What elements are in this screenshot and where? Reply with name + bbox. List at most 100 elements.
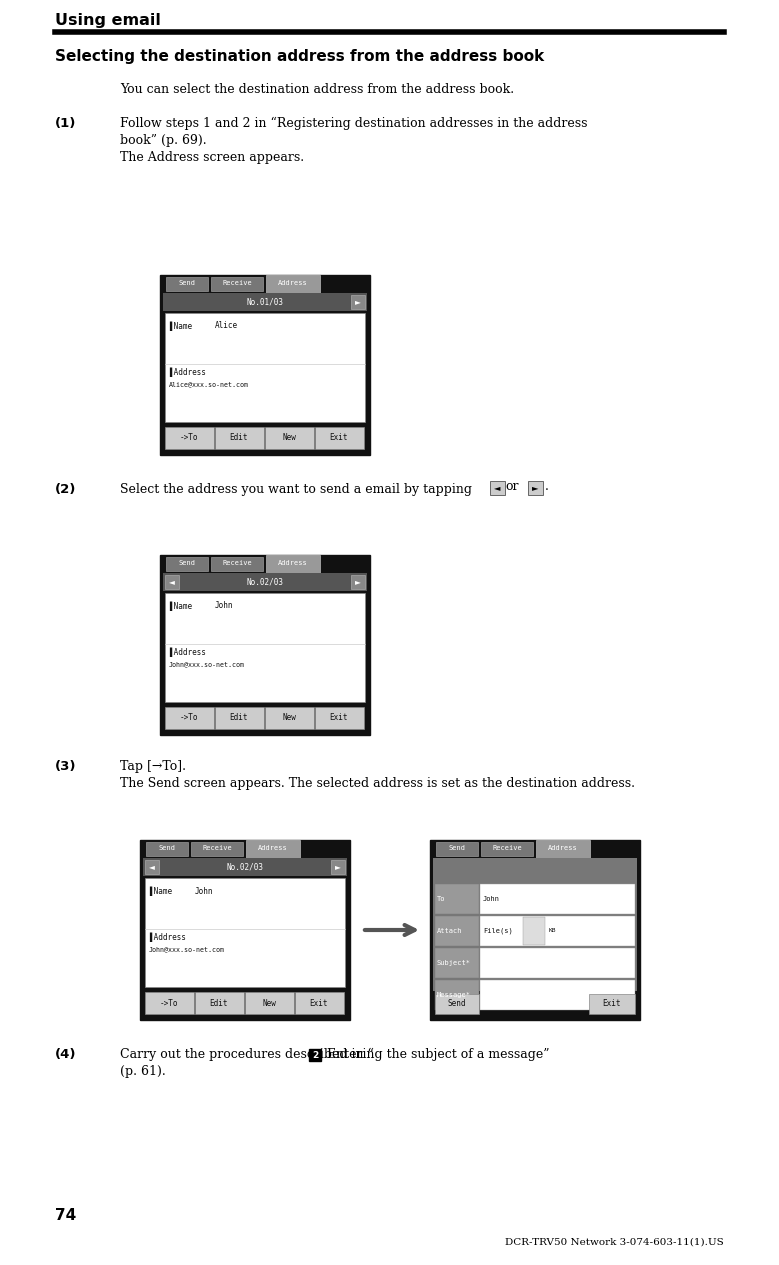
Text: Receive: Receive [222,560,252,565]
Bar [165,428,214,449]
Text: Send: Send [448,999,467,1008]
Bar [589,994,635,1015]
Bar [295,992,344,1015]
Text: (2): (2) [55,483,76,496]
Text: Exit: Exit [603,999,621,1008]
Bar [435,916,479,946]
Bar [430,840,640,1020]
Text: Send: Send [449,845,466,851]
Bar [435,947,479,978]
Bar [266,275,320,293]
Bar [480,980,635,1009]
Text: John: John [195,887,213,896]
Text: ►: ► [355,297,361,306]
Bar [435,884,479,915]
Bar [435,994,479,1015]
Bar [245,992,294,1015]
Text: Message*: Message* [437,992,471,998]
Text: No.01/03: No.01/03 [246,297,284,306]
Text: New: New [282,434,296,443]
Text: (3): (3) [55,760,76,773]
Bar [309,1049,321,1061]
Text: Receive: Receive [492,845,522,851]
Text: Address: Address [278,560,308,565]
Bar [351,576,365,589]
Text: John: John [215,601,234,611]
Text: The Address screen appears.: The Address screen appears. [120,151,304,164]
Text: or: or [506,481,519,493]
Text: ->To: ->To [180,434,198,443]
Text: ►: ► [355,578,361,587]
Bar [480,947,635,978]
Bar [490,481,505,495]
Text: Selecting the destination address from the address book: Selecting the destination address from t… [55,49,545,65]
Text: You can select the destination address from the address book.: You can select the destination address f… [120,83,514,96]
Text: The Send screen appears. The selected address is set as the destination address.: The Send screen appears. The selected ad… [120,777,635,791]
Text: No.02/03: No.02/03 [227,863,263,872]
Text: (4): (4) [55,1047,76,1061]
Bar [145,992,194,1015]
Bar [143,858,347,875]
Bar [351,295,365,309]
Bar [433,858,637,990]
Text: ▌Address: ▌Address [149,932,186,941]
Text: New: New [282,713,296,722]
Bar [266,555,320,573]
Bar [211,557,263,571]
Text: (1): (1) [55,116,76,130]
Bar [165,593,365,702]
Text: Edit: Edit [230,713,249,722]
Text: Receive: Receive [222,280,252,286]
Bar [140,840,350,1020]
Text: Attach: Attach [437,929,463,934]
Bar [191,842,243,856]
Text: Follow steps 1 and 2 in “Registering destination addresses in the address: Follow steps 1 and 2 in “Registering des… [120,116,587,130]
Text: Tap [→To].: Tap [→To]. [120,760,186,773]
Bar [331,860,345,874]
Text: ◄: ◄ [149,863,155,872]
Text: Using email: Using email [55,13,161,28]
Text: Receive: Receive [202,845,232,851]
Text: Exit: Exit [330,713,348,722]
Text: ▌Name: ▌Name [149,887,172,896]
Bar [528,481,543,495]
Bar [480,916,635,946]
Bar [146,842,188,856]
Bar [315,428,364,449]
Text: 74: 74 [55,1208,76,1223]
Bar [315,707,364,729]
Text: ->To: ->To [160,998,178,1007]
Bar [523,917,545,945]
Text: Send: Send [178,280,196,286]
Text: Alice: Alice [215,321,238,330]
Bar [435,980,479,1009]
Text: No.02/03: No.02/03 [246,578,284,587]
Bar [145,878,345,987]
Text: 2: 2 [312,1050,319,1060]
Bar [265,707,314,729]
Text: Carry out the procedures described in “: Carry out the procedures described in “ [120,1047,374,1061]
Bar [481,842,533,856]
Bar [160,275,370,455]
Text: Alice@xxx.so-net.com: Alice@xxx.so-net.com [169,381,249,387]
Bar [215,428,264,449]
Text: Address: Address [548,845,578,851]
Text: KB: KB [549,929,556,934]
Text: ►: ► [532,483,538,492]
Bar [165,707,214,729]
Bar [166,277,208,291]
Text: New: New [262,998,276,1007]
Bar [436,842,478,856]
Text: book” (p. 69).: book” (p. 69). [120,134,206,147]
Text: Address: Address [258,845,288,851]
Text: Entering the subject of a message”: Entering the subject of a message” [323,1047,550,1061]
Bar [165,576,179,589]
Bar [165,312,365,423]
Bar [246,840,300,858]
Text: ▌Address: ▌Address [169,648,206,657]
Bar [145,860,159,874]
Bar [211,277,263,291]
Text: ◄: ◄ [494,483,500,492]
Bar [215,707,264,729]
Text: Send: Send [178,560,196,565]
